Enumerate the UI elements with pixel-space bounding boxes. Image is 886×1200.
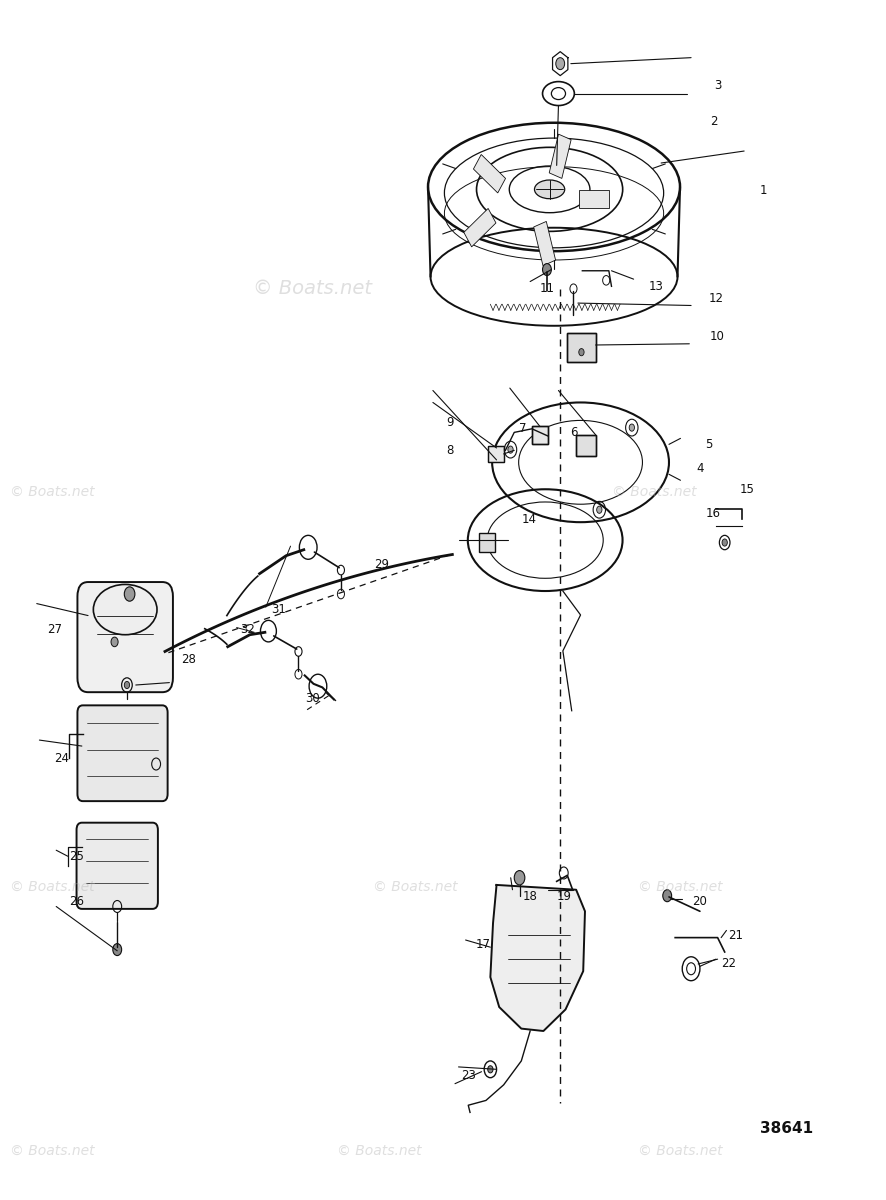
FancyBboxPatch shape — [76, 823, 158, 908]
Bar — [548, 134, 571, 179]
Bar — [567, 334, 595, 361]
Bar — [576, 434, 595, 456]
Text: 19: 19 — [556, 890, 571, 904]
Text: 20: 20 — [692, 895, 706, 908]
Text: 28: 28 — [182, 653, 196, 666]
Bar — [576, 434, 595, 456]
Text: 17: 17 — [475, 938, 490, 952]
Text: 23: 23 — [461, 1069, 475, 1081]
Text: 16: 16 — [705, 508, 720, 521]
Circle shape — [542, 264, 551, 276]
FancyBboxPatch shape — [77, 706, 167, 802]
Polygon shape — [490, 884, 584, 1031]
Text: 24: 24 — [54, 751, 69, 764]
Text: 32: 32 — [239, 624, 254, 636]
Circle shape — [662, 889, 671, 901]
Text: © Boats.net: © Boats.net — [637, 1144, 722, 1158]
Circle shape — [113, 943, 121, 955]
Circle shape — [556, 58, 564, 70]
Circle shape — [487, 1066, 493, 1073]
Text: 1: 1 — [759, 184, 766, 197]
Circle shape — [596, 506, 602, 514]
Circle shape — [124, 587, 135, 601]
Ellipse shape — [93, 584, 157, 635]
Text: 38641: 38641 — [759, 1121, 812, 1136]
Bar — [532, 426, 548, 444]
Bar — [463, 209, 495, 247]
Text: © Boats.net: © Boats.net — [637, 881, 722, 894]
Circle shape — [514, 870, 525, 884]
Ellipse shape — [534, 180, 564, 199]
Text: 31: 31 — [270, 604, 285, 616]
Text: © Boats.net: © Boats.net — [253, 280, 372, 299]
Text: 10: 10 — [710, 330, 724, 343]
Bar — [567, 334, 595, 361]
Text: © Boats.net: © Boats.net — [11, 881, 95, 894]
Text: 11: 11 — [539, 282, 554, 295]
Text: © Boats.net: © Boats.net — [372, 881, 457, 894]
Bar — [473, 155, 505, 193]
Circle shape — [508, 446, 513, 454]
Text: 4: 4 — [696, 462, 703, 475]
Circle shape — [111, 637, 118, 647]
Bar — [532, 426, 548, 444]
Bar — [579, 191, 609, 209]
Text: 8: 8 — [446, 444, 453, 457]
Bar — [533, 222, 555, 265]
Circle shape — [721, 539, 727, 546]
Text: 25: 25 — [69, 850, 84, 863]
Text: 29: 29 — [374, 558, 389, 570]
Text: 15: 15 — [739, 484, 753, 497]
Text: 21: 21 — [727, 929, 742, 942]
Bar — [487, 445, 503, 462]
Text: 14: 14 — [521, 514, 536, 527]
Text: 9: 9 — [446, 416, 453, 430]
FancyBboxPatch shape — [77, 582, 173, 692]
Circle shape — [579, 348, 584, 355]
Text: 12: 12 — [708, 292, 722, 305]
Text: 26: 26 — [69, 895, 84, 908]
Text: © Boats.net: © Boats.net — [337, 1144, 422, 1158]
Text: © Boats.net: © Boats.net — [11, 1144, 95, 1158]
Text: 13: 13 — [648, 280, 663, 293]
Text: 3: 3 — [713, 79, 720, 91]
Bar — [478, 533, 494, 552]
Text: 22: 22 — [720, 958, 734, 971]
Text: 2: 2 — [710, 115, 717, 127]
Text: 5: 5 — [704, 438, 711, 451]
Text: © Boats.net: © Boats.net — [610, 485, 696, 499]
Circle shape — [124, 682, 129, 689]
Text: © Boats.net: © Boats.net — [11, 485, 95, 499]
Text: 30: 30 — [305, 691, 320, 704]
Bar — [487, 445, 503, 462]
Text: 18: 18 — [522, 890, 537, 904]
Text: 6: 6 — [570, 426, 578, 439]
Text: 7: 7 — [518, 422, 526, 436]
Text: 27: 27 — [47, 624, 62, 636]
Circle shape — [628, 424, 633, 431]
